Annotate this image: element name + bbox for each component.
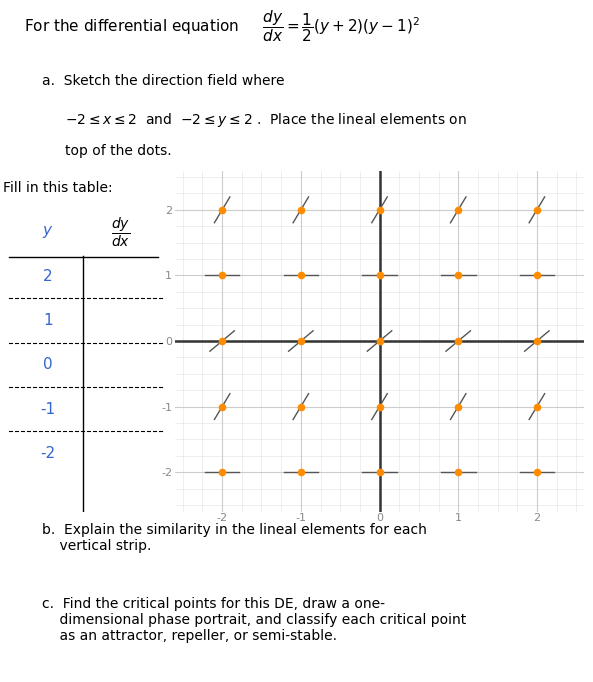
Text: top of the dots.: top of the dots. — [65, 144, 172, 158]
Text: -2: -2 — [40, 446, 56, 461]
Text: For the differential equation     $\dfrac{dy}{dx} = \dfrac{1}{2}(y+2)(y-1)^2$: For the differential equation $\dfrac{dy… — [24, 8, 420, 44]
Text: 1: 1 — [43, 313, 53, 328]
Text: $y$: $y$ — [42, 224, 54, 240]
Text: $\dfrac{dy}{dx}$: $\dfrac{dy}{dx}$ — [111, 216, 130, 248]
Text: b.  Explain the similarity in the lineal elements for each
    vertical strip.: b. Explain the similarity in the lineal … — [42, 523, 426, 553]
Text: a.  Sketch the direction field where: a. Sketch the direction field where — [42, 74, 284, 88]
Text: 2: 2 — [43, 269, 53, 284]
Text: -1: -1 — [40, 402, 56, 417]
Text: 0: 0 — [43, 357, 53, 372]
Text: $-2 \leq x \leq 2$  and  $-2 \leq y \leq 2$ .  Place the lineal elements on: $-2 \leq x \leq 2$ and $-2 \leq y \leq 2… — [65, 111, 467, 130]
Text: Fill in this table:: Fill in this table: — [4, 181, 113, 195]
Text: c.  Find the critical points for this DE, draw a one-
    dimensional phase port: c. Find the critical points for this DE,… — [42, 597, 466, 643]
